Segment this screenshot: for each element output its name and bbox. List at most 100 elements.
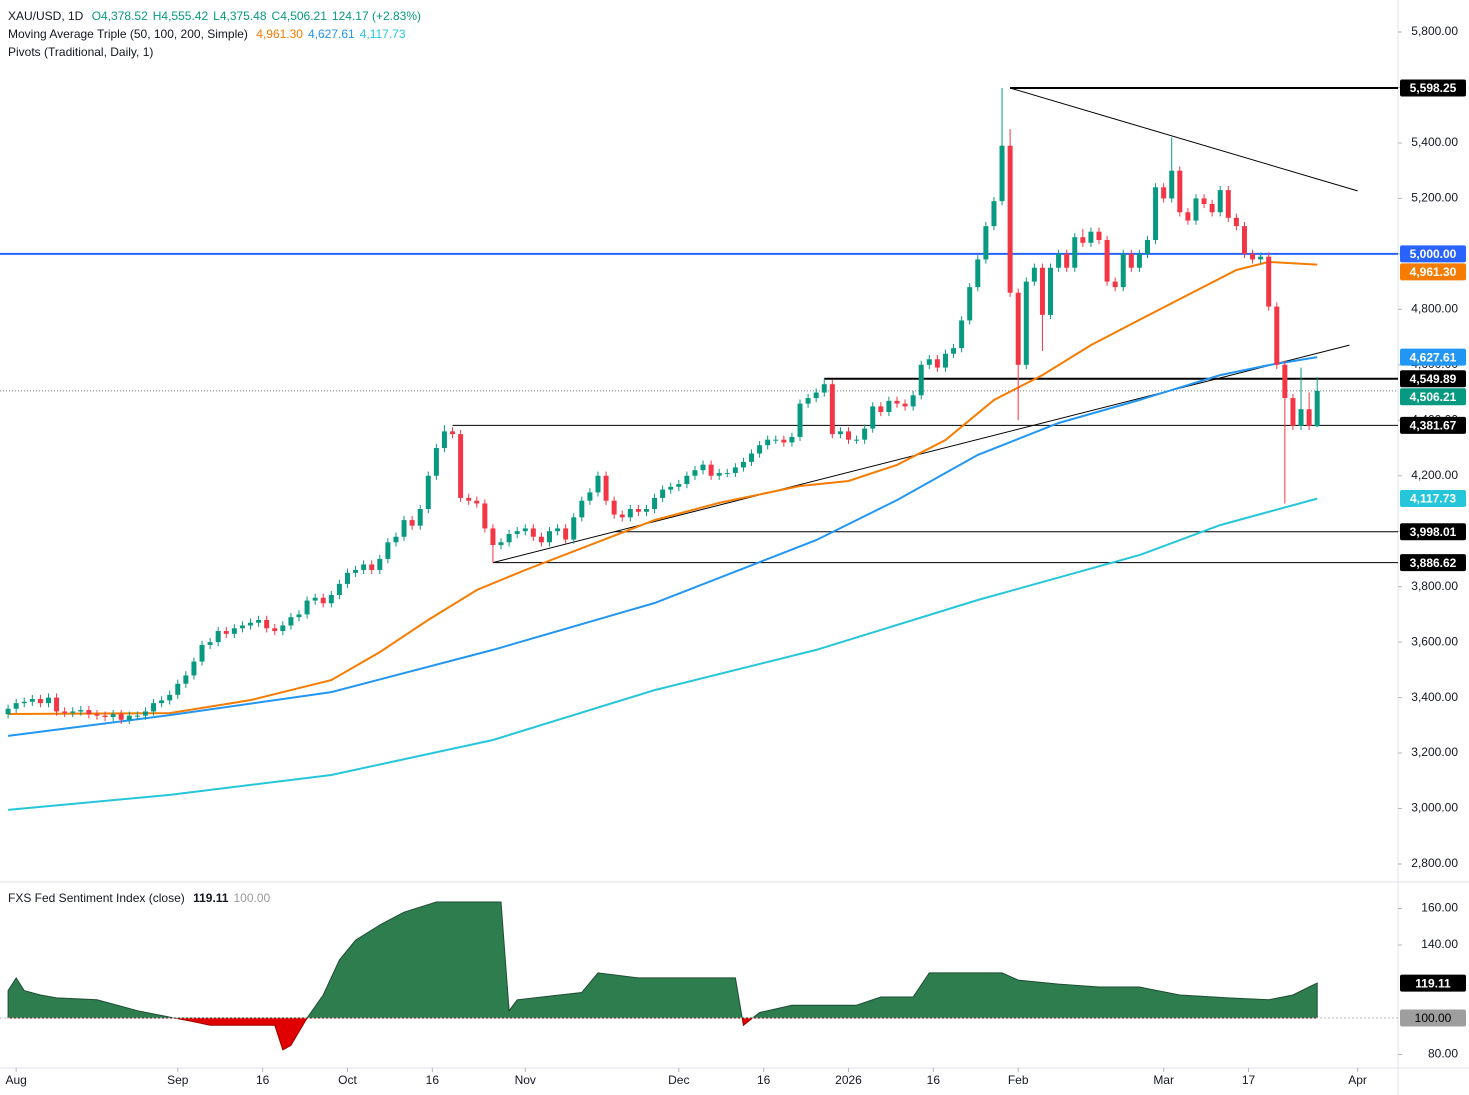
candle-body	[821, 384, 827, 393]
candle-body	[627, 509, 633, 518]
x-tick-label: Feb	[1008, 1073, 1029, 1087]
candle-body	[1048, 267, 1054, 315]
candle-body	[522, 528, 528, 532]
candle-body	[1088, 231, 1094, 243]
ma-header: Moving Average Triple (50, 100, 200, Sim…	[8, 27, 411, 41]
candle-body	[207, 642, 213, 645]
candle-body	[692, 470, 698, 476]
candle-body	[902, 403, 908, 407]
candle-body	[789, 436, 795, 443]
candle-body	[732, 467, 738, 473]
candle-body	[1290, 398, 1296, 426]
candle-body	[118, 714, 124, 720]
candle-body	[320, 597, 326, 604]
price-label: 4,117.73	[1410, 492, 1456, 506]
candle-body	[894, 400, 900, 404]
candle-body	[159, 700, 165, 704]
candle-body	[975, 259, 981, 288]
candle-body	[183, 675, 189, 684]
candle-body	[1031, 267, 1037, 282]
candle-body	[167, 694, 173, 701]
candle-body	[1023, 281, 1029, 365]
candle-body	[1193, 198, 1199, 221]
candle-body	[94, 714, 100, 716]
candle-body	[239, 625, 245, 629]
candle-body	[5, 708, 11, 715]
candle-body	[1080, 237, 1086, 243]
price-label: 3,886.62	[1410, 556, 1457, 570]
candle-body	[1274, 306, 1280, 365]
candle-body	[441, 431, 447, 449]
x-tick-label: 16	[426, 1073, 440, 1087]
candle-body	[643, 509, 649, 512]
candle-body	[102, 715, 108, 718]
candle-body	[1120, 253, 1126, 288]
candle-body	[393, 536, 399, 543]
candle-body	[571, 517, 577, 540]
sentiment-area-down	[7, 1018, 1318, 1051]
candle-body	[401, 520, 407, 537]
candle-body	[328, 594, 334, 604]
candle-body	[1169, 170, 1175, 199]
candle-body	[619, 514, 625, 518]
candle-body	[29, 698, 35, 702]
candle-body	[660, 489, 666, 498]
sentiment-header: FXS Fed Sentiment Index (close) 119.11 10…	[8, 891, 275, 905]
candle-body	[450, 431, 456, 435]
candle-body	[845, 431, 851, 440]
candle-body	[1153, 187, 1159, 241]
candle-body	[126, 715, 132, 720]
price-label: 4,549.89	[1410, 372, 1457, 386]
candle-body	[191, 661, 197, 676]
candle-body	[1241, 226, 1247, 254]
candle-body	[336, 583, 342, 595]
candle-body	[951, 348, 957, 354]
price-label: 5,000.00	[1410, 247, 1457, 261]
candle-body	[110, 714, 116, 718]
y-tick-label: 5,200.00	[1411, 191, 1458, 205]
candle-body	[288, 617, 294, 626]
candle-body	[466, 497, 472, 501]
candle-body	[37, 698, 43, 704]
candle-body	[353, 570, 359, 573]
candle-body	[296, 614, 302, 618]
ma50-value: 4,961.30	[256, 27, 303, 41]
price-label-box	[1400, 416, 1466, 434]
candle-body	[765, 439, 771, 446]
candle-body	[215, 631, 221, 643]
baseline-label-box	[1400, 1009, 1466, 1027]
y-tick-label: 5,800.00	[1411, 24, 1458, 38]
candle-body	[54, 697, 60, 712]
ohlc-open: O4,378.52	[91, 9, 148, 23]
candle-body	[854, 439, 860, 441]
candle-body	[813, 392, 819, 399]
candle-body	[377, 558, 383, 571]
sentiment-value: 119.11	[193, 891, 229, 905]
candle-body	[999, 145, 1005, 202]
candle-body	[1266, 256, 1272, 307]
ohlc-high: H4,555.42	[152, 9, 209, 23]
value-label: 119.11	[1415, 976, 1451, 990]
candle-body	[344, 572, 350, 584]
candle-body	[506, 533, 512, 543]
y-tick-label: 3,000.00	[1411, 801, 1458, 815]
candle-body	[70, 711, 76, 713]
y-tick-label: 3,400.00	[1411, 690, 1458, 704]
candle-body	[926, 359, 932, 365]
sentiment-baseline: 100.00	[233, 891, 271, 905]
x-tick-label: Dec	[668, 1073, 689, 1087]
candle-body	[1201, 198, 1207, 204]
candle-body	[1258, 256, 1264, 260]
candle-body	[983, 226, 989, 260]
moving-average	[8, 497, 1318, 811]
candle-body	[563, 528, 569, 540]
value-label-box	[1400, 974, 1466, 992]
candle-body	[280, 625, 286, 632]
candle-body	[708, 464, 714, 476]
candle-body	[603, 475, 609, 501]
price-label-box	[1400, 554, 1466, 572]
candle-body	[175, 683, 181, 695]
moving-average	[7, 356, 1318, 737]
moving-average	[8, 260, 1318, 715]
